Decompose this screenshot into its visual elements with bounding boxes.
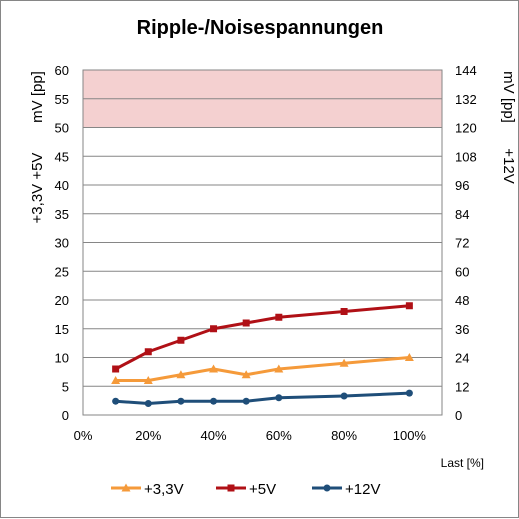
- y-left-tick-label: 10: [55, 351, 69, 366]
- y-left-tick-label: 20: [55, 293, 69, 308]
- data-point: [112, 397, 120, 405]
- y-left-tick-label: 40: [55, 178, 69, 193]
- left-axis-title-top: mV [pp]: [29, 71, 46, 123]
- y-right-tick-label: 36: [455, 322, 469, 337]
- legend-marker: [121, 483, 131, 492]
- y-right-tick-label: 12: [455, 379, 469, 394]
- series-line-0: [115, 356, 410, 382]
- series-line-1: [114, 304, 410, 371]
- y-right-tick-label: 48: [455, 293, 469, 308]
- y-left-tick-label: 5: [62, 379, 69, 394]
- y-left-tick-label: 50: [55, 121, 69, 136]
- x-tick-label: 40%: [201, 428, 227, 443]
- y-right-tick-label: 72: [455, 236, 469, 251]
- data-point: [274, 364, 284, 373]
- data-point: [242, 397, 250, 405]
- y-left-tick-label: 25: [55, 264, 69, 279]
- data-point: [176, 370, 186, 379]
- y-left-tick-label: 45: [55, 149, 69, 164]
- left-axis-title-bottom: +3,3V +5V: [29, 153, 46, 224]
- y-right-tick-label: 24: [455, 351, 469, 366]
- y-right-tick-label: 96: [455, 178, 469, 193]
- y-right-tick-label: 144: [455, 63, 477, 78]
- x-axis-title: Last [%]: [441, 456, 484, 470]
- chart-title: Ripple-/Noisespannungen: [137, 17, 384, 39]
- legend-label: +3,3V: [144, 481, 184, 498]
- data-point: [404, 353, 414, 361]
- data-point: [405, 302, 413, 310]
- y-left-tick-label: 30: [55, 236, 69, 251]
- plot-area-border: [82, 69, 443, 416]
- data-point: [143, 376, 153, 384]
- legend-marker: [323, 484, 331, 492]
- x-tick-label: 20%: [135, 428, 161, 443]
- y-right-tick-label: 108: [455, 149, 477, 164]
- x-tick-label: 80%: [331, 428, 357, 443]
- y-right-tick-label: 60: [455, 264, 469, 279]
- y-right-tick-label: 132: [455, 92, 477, 107]
- data-point: [275, 394, 283, 402]
- y-left-tick-label: 15: [55, 322, 69, 337]
- right-axis-title-bottom: +12V: [500, 148, 517, 183]
- right-axis-title-top: mV [pp]: [500, 71, 517, 123]
- legend-label: +12V: [345, 481, 380, 498]
- data-point: [112, 365, 120, 373]
- data-point: [242, 319, 250, 327]
- legend-label: +5V: [249, 481, 276, 498]
- y-left-tick-label: 0: [62, 408, 69, 423]
- y-left-tick-label: 55: [55, 92, 69, 107]
- data-point: [210, 325, 218, 333]
- series-line-2: [115, 391, 410, 405]
- data-point: [275, 313, 283, 321]
- data-point: [405, 389, 413, 397]
- y-left-tick-label: 60: [55, 63, 69, 78]
- data-point: [340, 308, 348, 315]
- data-point: [209, 364, 219, 373]
- y-left-tick-label: 35: [55, 207, 69, 222]
- data-point: [177, 336, 185, 344]
- data-point: [111, 376, 121, 384]
- x-tick-label: 100%: [393, 428, 427, 443]
- y-right-tick-label: 0: [455, 408, 462, 423]
- data-point: [144, 400, 152, 407]
- data-point: [340, 392, 348, 400]
- y-right-tick-label: 120: [455, 121, 477, 136]
- y-right-tick-label: 84: [455, 207, 469, 222]
- data-point: [339, 358, 349, 367]
- data-point: [241, 370, 251, 379]
- x-tick-label: 60%: [266, 428, 292, 443]
- legend-marker: [227, 484, 235, 492]
- data-point: [210, 397, 218, 405]
- x-tick-label: 0%: [74, 428, 93, 443]
- data-point: [177, 397, 185, 405]
- data-point: [144, 348, 152, 356]
